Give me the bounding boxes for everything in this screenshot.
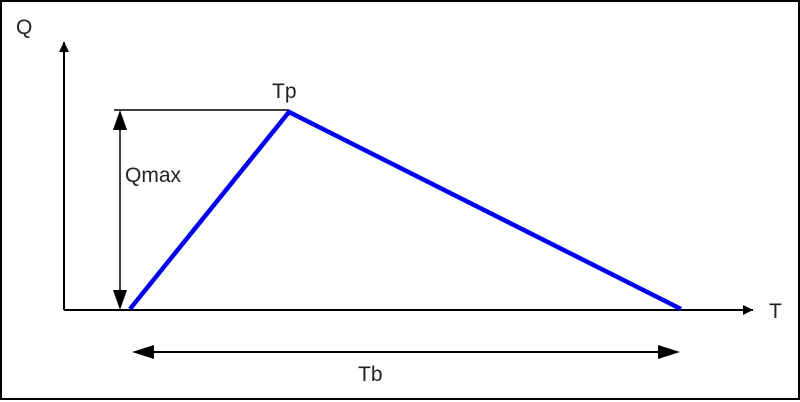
tb-arrow-head-right xyxy=(658,345,680,359)
peak-time-label: Tp xyxy=(272,80,297,103)
tb-arrow-head-left xyxy=(132,345,154,359)
y-axis-label: Q xyxy=(16,16,32,39)
hydrograph-line xyxy=(128,109,683,312)
x-axis-label: T xyxy=(769,300,782,323)
peak-flow-label: Qmax xyxy=(125,164,182,187)
qmax-arrow-head-top xyxy=(113,110,127,130)
base-time-label: Tb xyxy=(358,363,383,386)
qmax-arrow-head-bottom xyxy=(113,290,127,310)
